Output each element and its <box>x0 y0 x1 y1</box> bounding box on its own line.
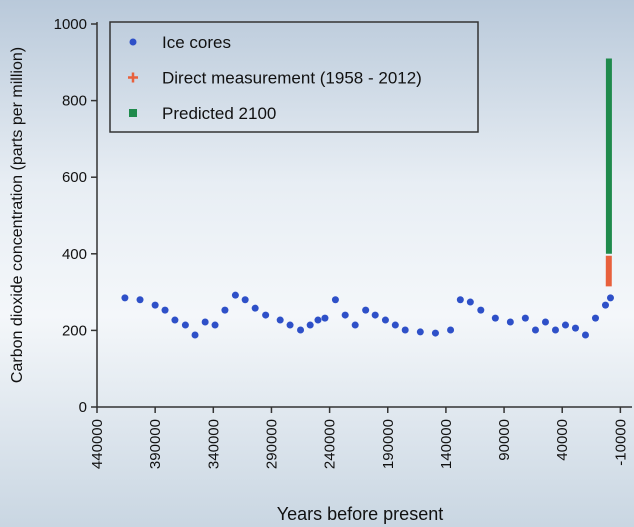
y-tick-label: 600 <box>62 169 87 186</box>
legend-marker <box>130 39 137 46</box>
point <box>562 322 569 329</box>
point <box>447 327 454 334</box>
point <box>342 312 349 319</box>
page: Years before present Carbon dioxide conc… <box>0 0 634 527</box>
point <box>432 330 439 337</box>
x-tick-label: 440000 <box>89 419 106 469</box>
point <box>202 318 209 325</box>
point <box>182 322 189 329</box>
point <box>252 305 259 312</box>
x-tick-label: 290000 <box>263 419 280 469</box>
chart: Years before present Carbon dioxide conc… <box>0 0 634 527</box>
point <box>332 296 339 303</box>
point <box>552 327 559 334</box>
point <box>277 317 284 324</box>
x-tick-label: 240000 <box>322 419 339 469</box>
point <box>492 315 499 322</box>
point <box>477 307 484 314</box>
legend-label: Ice cores <box>162 33 231 52</box>
y-tick-label: 1000 <box>54 16 87 33</box>
point <box>352 322 359 329</box>
point <box>572 325 579 332</box>
point <box>162 307 169 314</box>
point <box>121 294 128 301</box>
point <box>297 327 304 334</box>
point <box>314 317 321 324</box>
point <box>307 322 314 329</box>
point <box>137 296 144 303</box>
point <box>212 322 219 329</box>
point <box>232 292 239 299</box>
point <box>242 296 249 303</box>
point <box>382 317 389 324</box>
point <box>192 331 199 338</box>
point <box>542 318 549 325</box>
point <box>522 315 529 322</box>
point <box>507 318 514 325</box>
point <box>171 317 178 324</box>
point <box>392 322 399 329</box>
legend-marker <box>129 109 137 117</box>
y-tick-label: 800 <box>62 93 87 110</box>
point <box>602 302 609 309</box>
point <box>152 302 159 309</box>
point <box>582 331 589 338</box>
point <box>221 307 228 314</box>
y-axis-label: Carbon dioxide concentration (parts per … <box>9 47 26 383</box>
legend-label: Direct measurement (1958 - 2012) <box>162 69 422 88</box>
point <box>402 327 409 334</box>
point <box>592 315 599 322</box>
x-tick-label: 390000 <box>147 419 164 469</box>
y-tick-label: 0 <box>79 399 87 416</box>
point <box>362 307 369 314</box>
y-tick-label: 400 <box>62 246 87 263</box>
x-tick-label: -10000 <box>612 419 629 466</box>
x-tick-label: 190000 <box>380 419 397 469</box>
y-tick-label: 200 <box>62 322 87 339</box>
x-tick-label: 340000 <box>205 419 222 469</box>
point <box>457 296 464 303</box>
point <box>467 299 474 306</box>
x-tick-label: 90000 <box>496 419 513 461</box>
x-tick-label: 140000 <box>438 419 455 469</box>
point <box>321 315 328 322</box>
point <box>532 327 539 334</box>
point <box>607 294 614 301</box>
x-axis-label: Years before present <box>277 504 443 524</box>
point <box>287 322 294 329</box>
x-tick-label: 40000 <box>554 419 571 461</box>
legend-label: Predicted 2100 <box>162 104 276 123</box>
point <box>262 312 269 319</box>
point <box>372 312 379 319</box>
point <box>417 328 424 335</box>
